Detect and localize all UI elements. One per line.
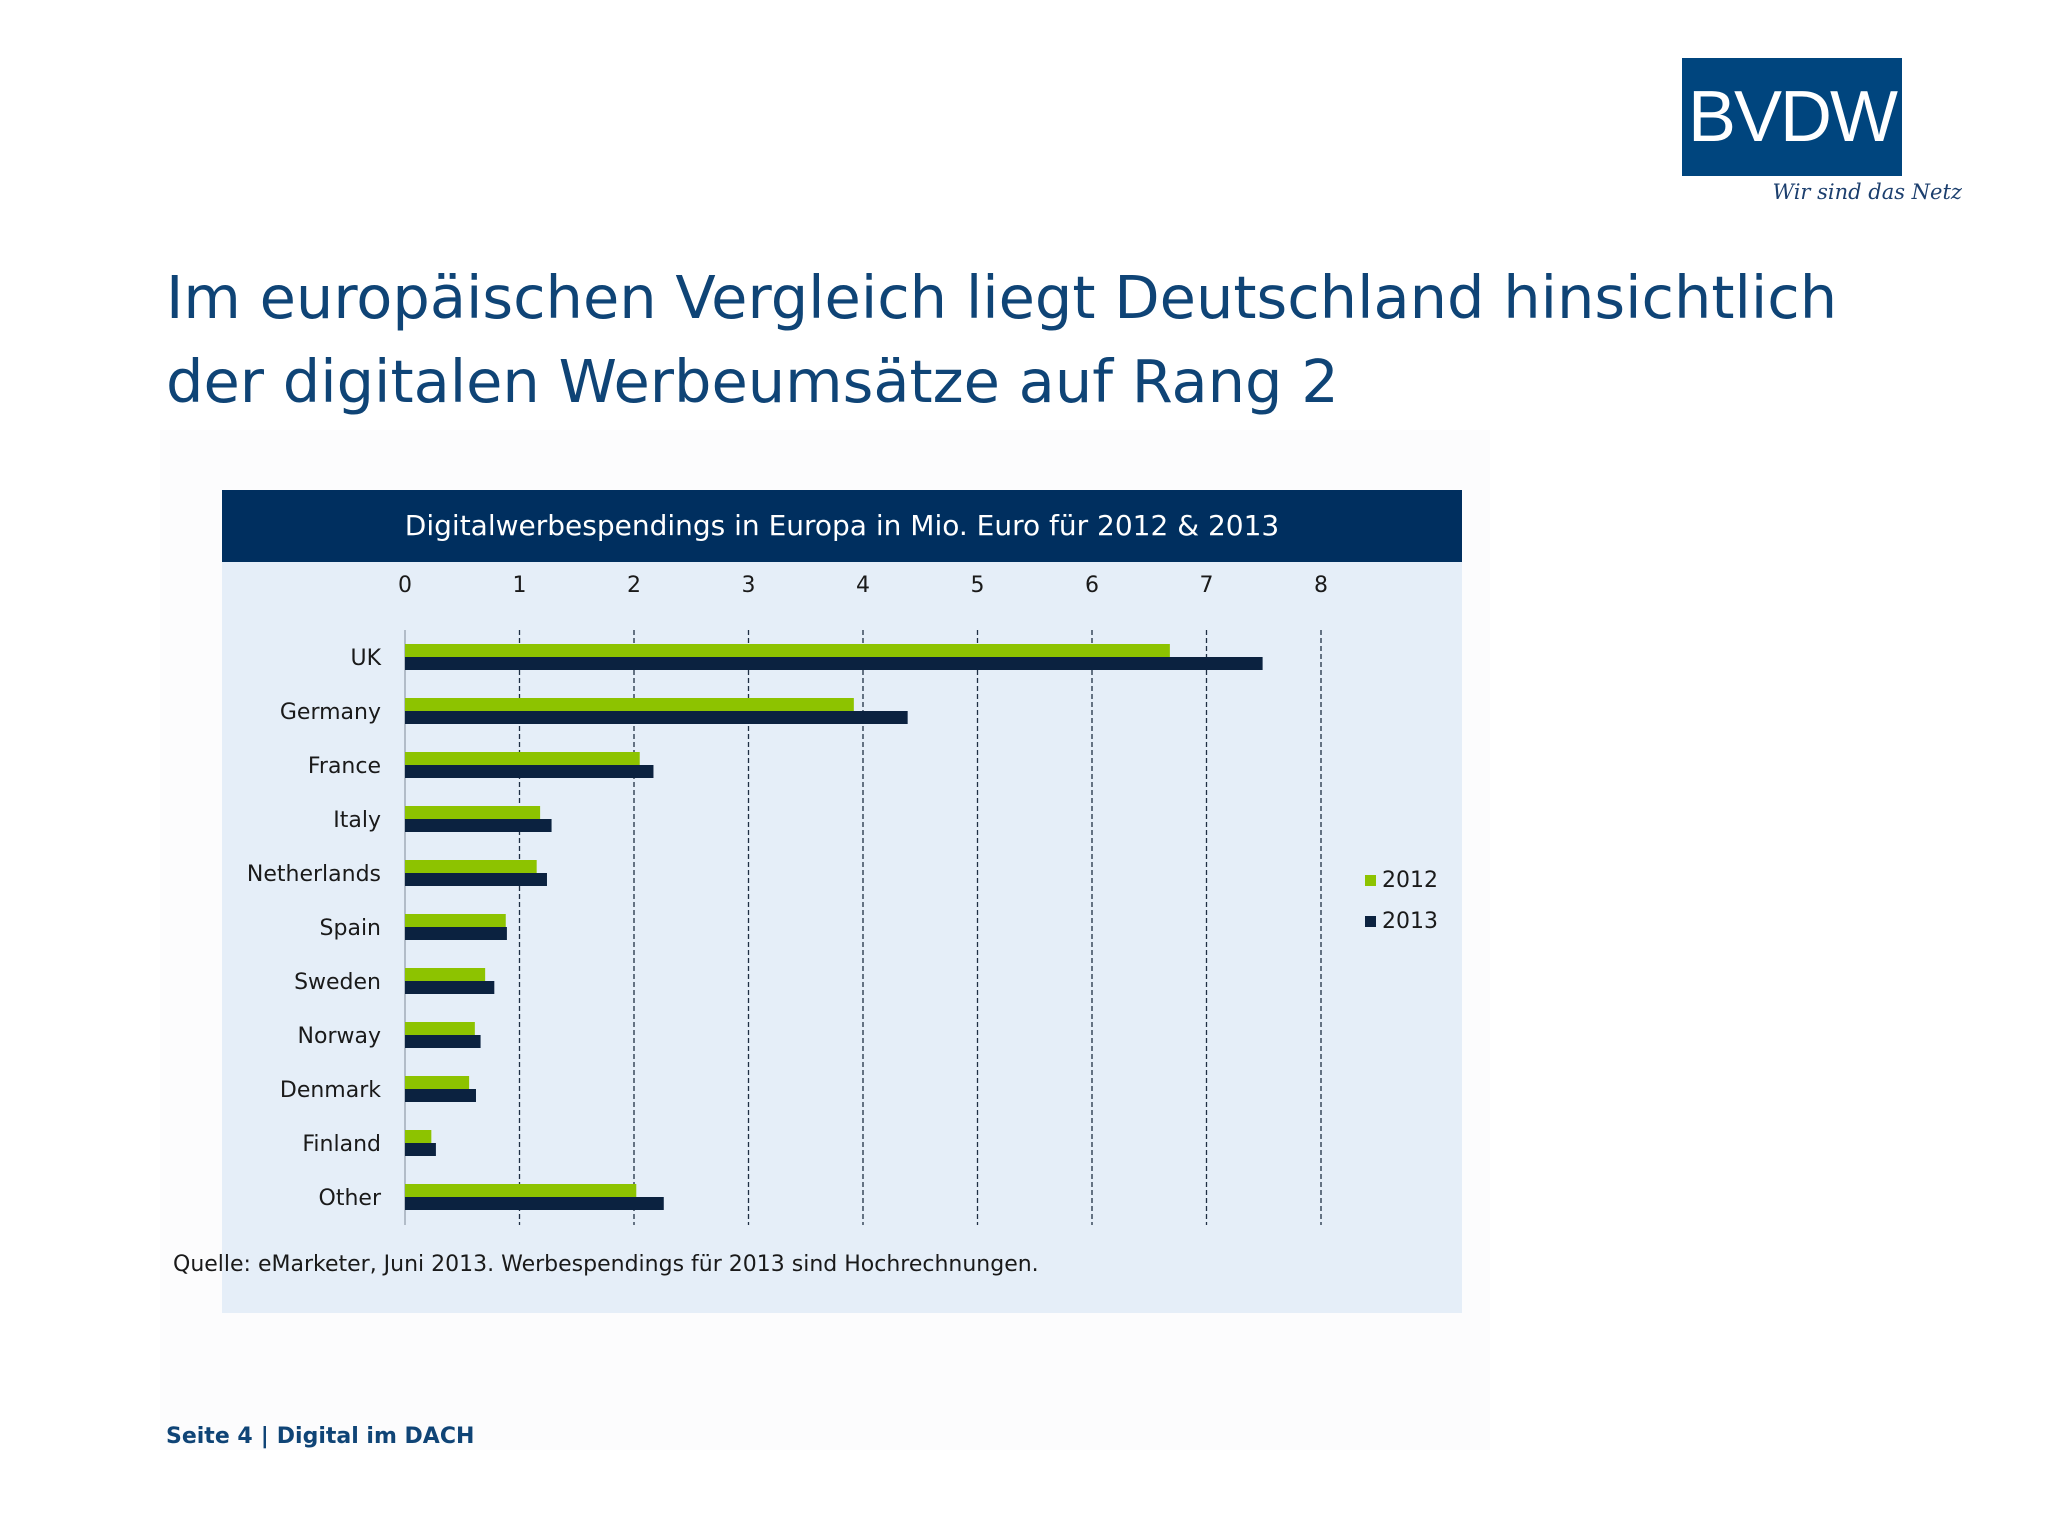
legend-label-2013: 2013 (1382, 909, 1438, 934)
bar-2012 (405, 1130, 432, 1143)
bar-2013 (405, 1197, 664, 1210)
chart-title: Digitalwerbespendings in Europa in Mio. … (404, 509, 1280, 542)
bar-chart: 0 1 2 3 4 5 6 7 8 UK Germany France Italy Netherlands… (247, 573, 1438, 1225)
bar-2013 (405, 927, 507, 940)
bar-2012 (405, 914, 506, 927)
slide-title: Im europäischen Vergleich liegt Deutschl… (166, 256, 1926, 424)
bar-2013 (405, 981, 495, 994)
bar-2012 (405, 1184, 637, 1197)
chart-header: Digitalwerbespendings in Europa in Mio. … (222, 490, 1462, 562)
legend-swatch-2012 (1365, 875, 1376, 886)
source-note: Quelle: eMarketer, Juni 2013. Werbespend… (173, 1252, 1039, 1277)
category-label: UK (350, 646, 381, 671)
bar-2013 (405, 765, 654, 778)
category-label: Denmark (280, 1078, 381, 1103)
footer-separator: | (260, 1424, 269, 1449)
bar-2013 (405, 1089, 476, 1102)
category-label: Italy (333, 808, 381, 833)
bar-2012 (405, 968, 486, 981)
logo-tagline: Wir sind das Netz (1772, 180, 1962, 204)
logo-text: BVDW (1688, 77, 1898, 157)
footer-section: Digital im DACH (276, 1424, 475, 1449)
bar-2012 (405, 860, 537, 873)
legend-swatch-2013 (1365, 916, 1376, 927)
bar-2013 (405, 657, 1263, 670)
bar-2012 (405, 698, 854, 711)
category-label: Sweden (294, 970, 381, 995)
bar-2012 (405, 1076, 470, 1089)
x-tick-label: 1 (513, 573, 527, 598)
x-tick-label: 2 (627, 573, 641, 598)
x-tick-label: 7 (1200, 573, 1214, 598)
category-label: Norway (298, 1024, 381, 1049)
x-tick-label: 0 (398, 573, 412, 598)
category-label: Other (319, 1186, 382, 1211)
bvdw-logo: BVDW (1682, 58, 1902, 176)
footer: Seite 4 | Digital im DACH (166, 1424, 474, 1449)
chart-panel: Digitalwerbespendings in Europa in Mio. … (222, 490, 1462, 1313)
x-tick-label: 5 (971, 573, 985, 598)
legend-label-2012: 2012 (1382, 868, 1438, 893)
footer-page: Seite 4 (166, 1424, 253, 1449)
x-tick-label: 6 (1085, 573, 1099, 598)
x-tick-label: 4 (856, 573, 870, 598)
bar-2012 (405, 806, 541, 819)
slide-title-line-2: der digitalen Werbeumsätze auf Rang 2 (166, 347, 1339, 416)
bar-2013 (405, 1143, 436, 1156)
category-label: France (308, 754, 381, 779)
category-label: Germany (280, 700, 381, 725)
bar-2013 (405, 819, 552, 832)
bar-2012 (405, 644, 1170, 657)
bar-2013 (405, 873, 547, 886)
bar-2013 (405, 1035, 481, 1048)
bar-2013 (405, 711, 908, 724)
x-tick-label: 8 (1314, 573, 1328, 598)
x-tick-label: 3 (742, 573, 756, 598)
bar-2012 (405, 1022, 475, 1035)
category-label: Spain (320, 916, 381, 941)
category-label: Netherlands (247, 862, 381, 887)
bar-2012 (405, 752, 640, 765)
slide-title-line-1: Im europäischen Vergleich liegt Deutschl… (166, 263, 1838, 332)
category-label: Finland (302, 1132, 381, 1157)
